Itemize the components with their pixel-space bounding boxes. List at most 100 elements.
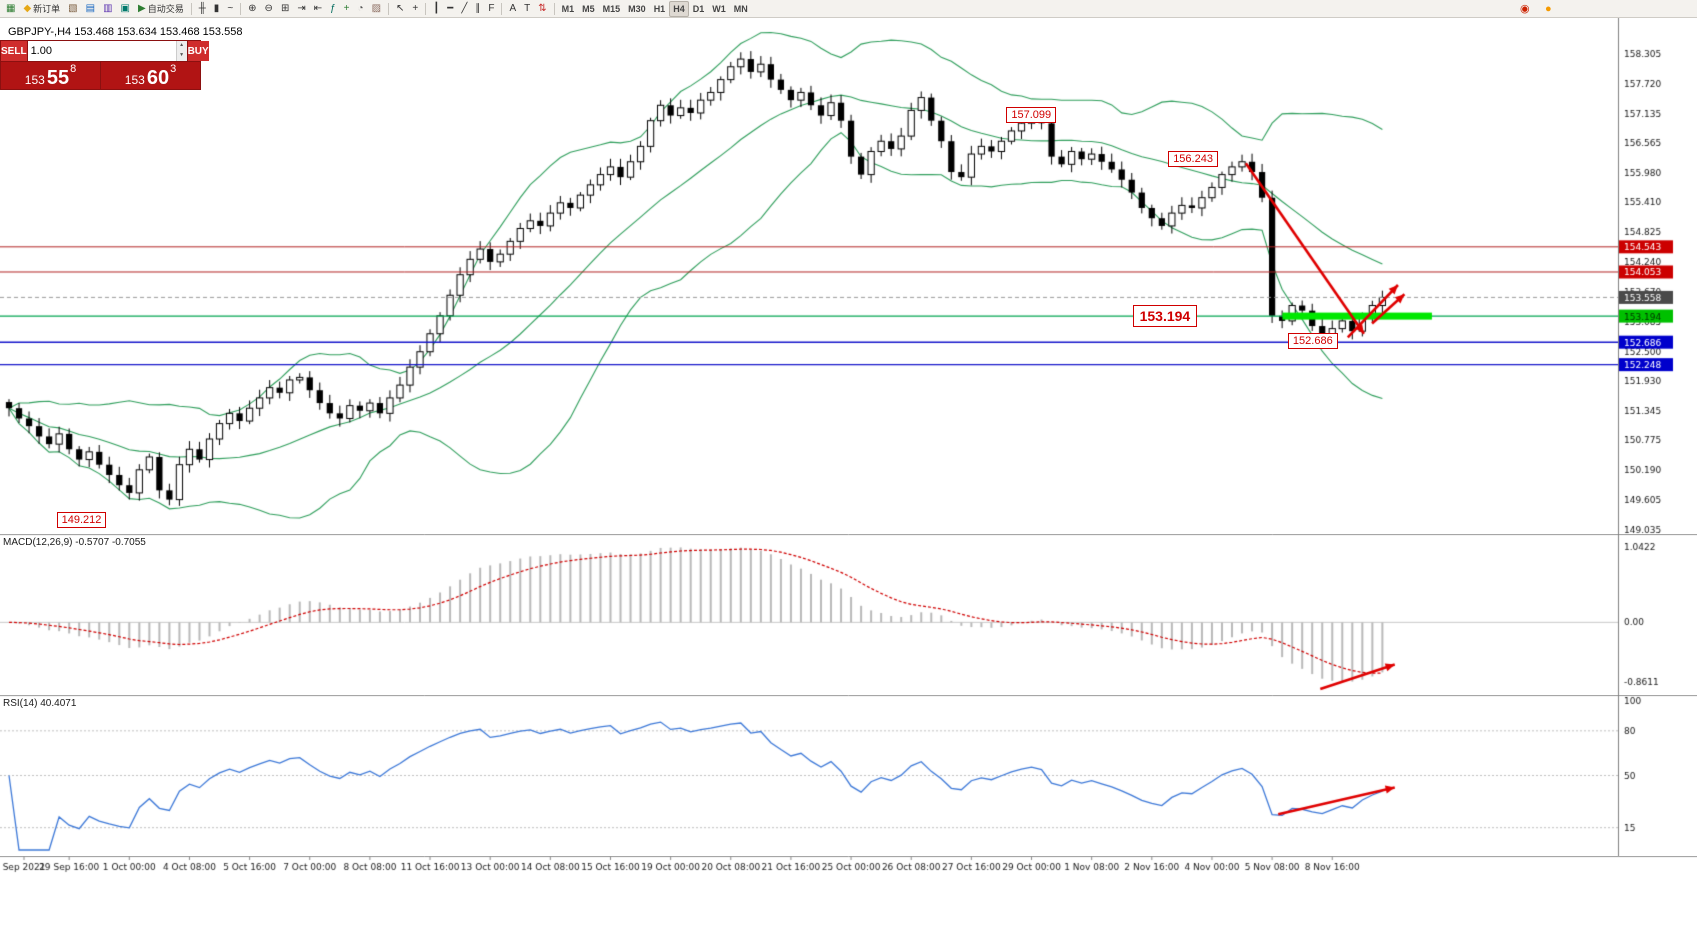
zoom-in-button[interactable]: ⊕ [244, 1, 260, 17]
chart-ohlc-title: GBPJPY-,H4 153.468 153.634 153.468 153.5… [8, 26, 243, 38]
toolbar: ▦ ◆ 新订单 ▧ ▤ ▥ ▣ ▶ 自动交易 ╫ ▮ ~ ⊕ ⊖ ⊞ ⇥ ⇤ ƒ + ◔ ▨ ↖ + ┃ ━ ╱ ∥ F A T ⇅ M1 M5… [0, 0, 1697, 18]
periods-button[interactable]: ◔ [354, 1, 368, 17]
arrows-icon: ⇅ [538, 2, 547, 14]
macd-indicator-label: MACD(12,26,9) -0.5707 -0.7055 [3, 537, 146, 548]
time-axis-canvas[interactable] [0, 856, 1697, 876]
chart-profiles-icon: ▧ [68, 2, 78, 14]
sell-price-pips: 55 [46, 67, 70, 89]
navigator-button[interactable]: ▣ [117, 1, 134, 17]
add-indicator-button[interactable]: + [340, 1, 354, 17]
timeframe-w1-button[interactable]: W1 [708, 1, 730, 17]
timeframe-h4-button[interactable]: H4 [669, 0, 689, 17]
zoom-in-icon: ⊕ [248, 2, 257, 14]
trade-panel-price-row: 153 55 8 153 60 3 [1, 62, 200, 89]
equidistant-channel-button[interactable]: ∥ [471, 1, 484, 17]
volume-input[interactable] [27, 41, 176, 61]
buy-button[interactable]: BUY [187, 41, 209, 61]
toolbar-items: ▦ ◆ 新订单 ▧ ▤ ▥ ▣ ▶ 自动交易 ╫ ▮ ~ ⊕ ⊖ ⊞ ⇥ ⇤ ƒ + ◔ ▨ ↖ + ┃ ━ ╱ ∥ F A T ⇅ M1 M5… [2, 0, 752, 17]
crosshair-button[interactable]: + [408, 1, 422, 17]
data-window-button[interactable]: ▥ [99, 1, 116, 17]
timeframe-mn-label: MN [733, 3, 748, 14]
vertical-line-icon: ┃ [433, 2, 440, 14]
chart-shift-button[interactable]: ⇤ [310, 1, 326, 17]
candlestick-chart-button[interactable]: ▮ [210, 1, 224, 17]
timeframe-m1-button[interactable]: M1 [558, 1, 579, 17]
equidistant-channel-icon: ∥ [475, 2, 481, 14]
buy-price-prefix: 153 [124, 72, 145, 87]
main-chart-canvas[interactable] [0, 18, 1697, 534]
timeframe-h1-button[interactable]: H1 [650, 1, 670, 17]
trade-panel-controls-row: SELL ▲ ▼ BUY [1, 41, 209, 61]
alert-button[interactable]: ◉ [1516, 1, 1534, 17]
timeframe-m5-label: M5 [582, 3, 595, 14]
bottom-strip [0, 876, 1697, 942]
timeframe-m5-button[interactable]: M5 [578, 1, 599, 17]
zoom-out-icon: ⊖ [264, 2, 273, 14]
community-icon: ● [1545, 2, 1552, 15]
chart-profiles-button[interactable]: ▧ [64, 1, 81, 17]
timeframe-m15-button[interactable]: M15 [599, 1, 625, 17]
zoom-out-button[interactable]: ⊖ [261, 1, 277, 17]
auto-scroll-button[interactable]: ⇥ [293, 1, 309, 17]
chart-shift-icon: ⇤ [313, 2, 323, 14]
volume-increase-button[interactable]: ▲ [176, 41, 187, 51]
price-callout-156243[interactable]: 156.243 [1168, 150, 1218, 167]
vertical-line-button[interactable]: ┃ [429, 1, 443, 17]
timeframe-w1-label: W1 [712, 3, 726, 14]
cursor-icon: ↖ [396, 2, 405, 14]
buy-price-display[interactable]: 153 60 3 [101, 62, 200, 89]
timeframe-m1-label: M1 [561, 3, 575, 14]
toolbar-separator [553, 2, 555, 15]
horizontal-line-icon: ━ [447, 2, 454, 14]
autotrading-icon: ▶ [137, 2, 146, 14]
timeframe-mn-button[interactable]: MN [730, 1, 752, 17]
rsi-panel-canvas[interactable] [0, 695, 1697, 856]
price-callout-149212[interactable]: 149.212 [56, 511, 107, 528]
indicators-button[interactable]: ƒ [326, 1, 340, 17]
horizontal-line-button[interactable]: ━ [443, 1, 457, 17]
crosshair-icon: + [412, 2, 419, 14]
volume-decrease-button[interactable]: ▼ [176, 51, 187, 61]
text-button[interactable]: A [505, 1, 520, 17]
timeframe-m30-button[interactable]: M30 [624, 1, 650, 17]
trendline-button[interactable]: ╱ [457, 1, 471, 17]
fibonacci-icon: F [488, 2, 495, 14]
templates-icon: ▨ [371, 2, 382, 14]
macd-panel-canvas[interactable] [0, 534, 1697, 695]
indicators-icon: ƒ [330, 2, 336, 14]
toolbar-separator [425, 2, 427, 15]
timeframe-d1-button[interactable]: D1 [689, 1, 709, 17]
volume-steppers: ▲ ▼ [175, 41, 187, 61]
sell-button[interactable]: SELL [1, 41, 27, 61]
periods-icon: ◔ [357, 2, 364, 14]
candlestick-chart-icon: ▮ [213, 2, 220, 14]
one-click-trade-panel: SELL ▲ ▼ BUY 153 55 8 153 60 3 [0, 40, 209, 90]
market-watch-button[interactable]: ▤ [82, 1, 99, 17]
bar-chart-icon: ╫ [198, 2, 206, 14]
new-order-button[interactable]: ◆ 新订单 [19, 1, 64, 17]
cursor-button[interactable]: ↖ [392, 1, 408, 17]
new-chart-button[interactable]: ▦ [2, 1, 19, 17]
price-callout-152686[interactable]: 152.686 [1287, 333, 1338, 350]
price-callout-157099[interactable]: 157.099 [1006, 106, 1057, 123]
text-label-button[interactable]: T [520, 1, 534, 17]
templates-button[interactable]: ▨ [368, 1, 385, 17]
tile-windows-button[interactable]: ⊞ [277, 1, 293, 17]
timeframe-h4-label: H4 [673, 3, 685, 14]
price-callout-153194[interactable]: 153.194 [1132, 305, 1198, 328]
new-chart-icon: ▦ [6, 2, 16, 14]
data-window-icon: ▥ [103, 2, 113, 14]
timeframe-m15-label: M15 [602, 3, 621, 14]
buy-price-sup: 3 [170, 63, 177, 75]
autotrading-button[interactable]: ▶ 自动交易 [134, 1, 188, 17]
bar-chart-button[interactable]: ╫ [195, 1, 210, 17]
community-button[interactable]: ● [1541, 1, 1556, 17]
buy-price-pips: 60 [146, 67, 170, 89]
line-chart-button[interactable]: ~ [223, 1, 237, 17]
sell-price-display[interactable]: 153 55 8 [1, 62, 100, 89]
alert-icon: ◉ [1520, 2, 1530, 15]
navigator-icon: ▣ [120, 2, 130, 14]
toolbar-separator [388, 2, 390, 15]
arrows-button[interactable]: ⇅ [534, 1, 550, 17]
fibonacci-button[interactable]: F [484, 1, 498, 17]
